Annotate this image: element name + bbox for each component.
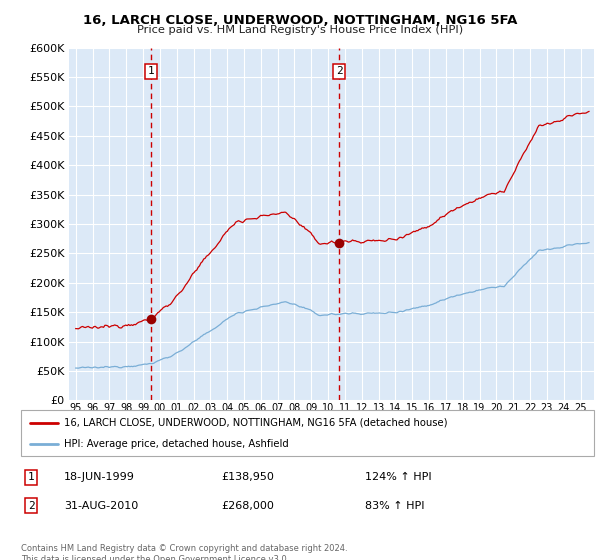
Text: 124% ↑ HPI: 124% ↑ HPI: [365, 472, 431, 482]
Text: HPI: Average price, detached house, Ashfield: HPI: Average price, detached house, Ashf…: [64, 439, 289, 449]
Text: 83% ↑ HPI: 83% ↑ HPI: [365, 501, 424, 511]
Text: 2: 2: [336, 66, 343, 76]
Text: Contains HM Land Registry data © Crown copyright and database right 2024.
This d: Contains HM Land Registry data © Crown c…: [21, 544, 347, 560]
Text: 1: 1: [28, 472, 35, 482]
Text: Price paid vs. HM Land Registry's House Price Index (HPI): Price paid vs. HM Land Registry's House …: [137, 25, 463, 35]
Text: 16, LARCH CLOSE, UNDERWOOD, NOTTINGHAM, NG16 5FA (detached house): 16, LARCH CLOSE, UNDERWOOD, NOTTINGHAM, …: [64, 418, 448, 428]
Text: £268,000: £268,000: [221, 501, 274, 511]
Text: 1: 1: [148, 66, 154, 76]
Text: £138,950: £138,950: [221, 472, 274, 482]
Text: 2: 2: [28, 501, 35, 511]
Text: 16, LARCH CLOSE, UNDERWOOD, NOTTINGHAM, NG16 5FA: 16, LARCH CLOSE, UNDERWOOD, NOTTINGHAM, …: [83, 14, 517, 27]
Text: 18-JUN-1999: 18-JUN-1999: [64, 472, 135, 482]
Text: 31-AUG-2010: 31-AUG-2010: [64, 501, 138, 511]
